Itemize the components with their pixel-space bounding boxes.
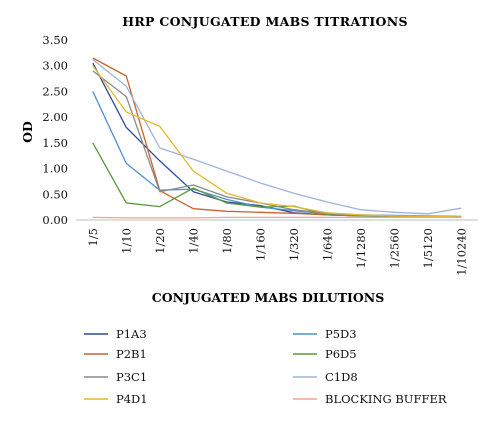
x-tick-label: 1/1280 (354, 228, 368, 268)
legend-label-c1d8: C1D8 (325, 370, 358, 384)
y-tick-label: 1.50 (42, 136, 68, 150)
x-tick-label: 1/80 (220, 228, 234, 254)
series-line-p3c1 (92, 70, 462, 218)
x-tick-label: 1/5 (86, 228, 100, 247)
series-line-c1d8 (92, 58, 462, 215)
legend-label-p3c1: P3C1 (116, 370, 147, 384)
y-tick-label: 2.00 (42, 110, 68, 124)
x-tick-label: 1/160 (253, 228, 267, 261)
y-axis-title: OD (20, 121, 35, 143)
series-line-p2b1 (92, 57, 462, 219)
series-line-p5d3 (92, 91, 462, 218)
series-lines (92, 57, 462, 219)
chart-title: HRP CONJUGATED MABS TITRATIONS (122, 14, 408, 29)
legend-label-p2b1: P2B1 (116, 347, 147, 361)
x-tick-label: 1/10 (119, 228, 133, 254)
legend-label-p1a3: P1A3 (116, 327, 147, 341)
legend: P1A3 P5D3 P2B1 P6D5 P3C1 C1D8 P4D1 BLOCKING BUF… (84, 327, 447, 406)
x-axis-title: CONJUGATED MABS DILUTIONS (152, 290, 384, 305)
x-tick-label: 1/20 (153, 228, 167, 254)
x-tick-label: 1/640 (320, 228, 334, 261)
series-line-p4d1 (92, 65, 462, 218)
legend-label-p5d3: P5D3 (325, 327, 357, 341)
legend-label-blocking-buffer: BLOCKING BUFFER (325, 392, 447, 406)
x-tick-label: 1/5120 (421, 228, 435, 268)
x-tick-label: 1/40 (186, 228, 200, 254)
x-tick-label: 1/320 (287, 228, 301, 261)
y-tick-label: 0.00 (42, 213, 68, 227)
x-axis-ticks: 1/5 1/10 1/20 1/40 1/80 1/160 1/320 1/640 1/1280… (86, 228, 469, 276)
y-tick-label: 2.50 (42, 84, 68, 98)
y-tick-label: 1.00 (42, 162, 68, 176)
series-line-blocking-buffer (92, 216, 462, 219)
y-tick-label: 0.50 (42, 187, 68, 201)
y-axis-ticks: 0.00 0.50 1.00 1.50 2.00 2.50 3.00 3.50 (42, 33, 68, 227)
x-tick-label: 1/2560 (387, 228, 401, 268)
series-line-p1a3 (92, 62, 462, 218)
y-tick-label: 3.50 (42, 33, 68, 47)
y-tick-label: 3.00 (42, 59, 68, 73)
legend-label-p6d5: P6D5 (325, 347, 357, 361)
x-tick-label: 1/10240 (454, 228, 468, 276)
legend-label-p4d1: P4D1 (116, 392, 148, 406)
